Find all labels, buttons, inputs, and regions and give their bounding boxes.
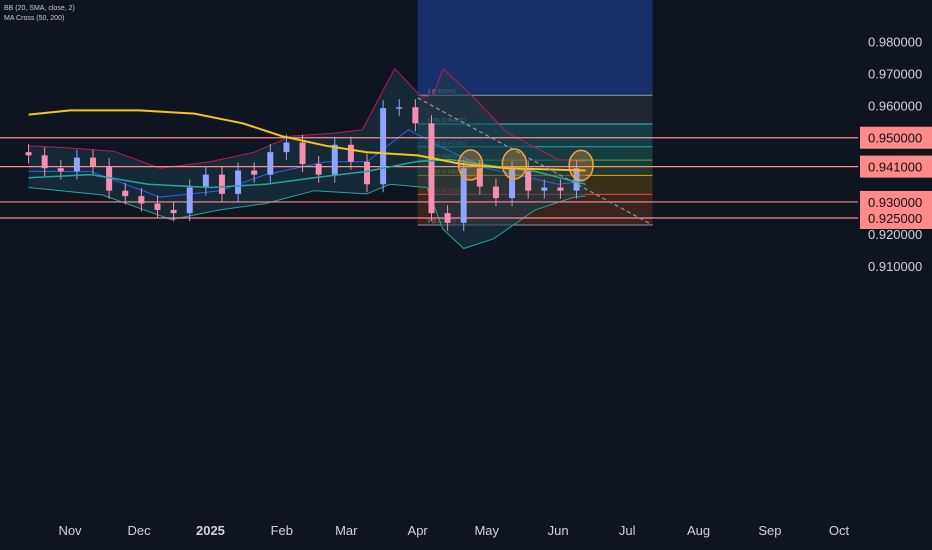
x-tick-label: 2025 [196,523,225,538]
bollinger-band-fill [28,68,586,249]
x-tick-label: Aug [687,523,710,538]
candle-body [25,152,32,156]
candle-body [41,155,48,169]
x-tick-label: Apr [408,523,429,538]
price-level-badge-label: 0.950000 [868,131,922,146]
candle-body [154,203,161,210]
x-tick-label: Jun [548,523,569,538]
candle-body [509,169,516,199]
candle-body [186,187,193,214]
bb-indicator-label: BB (20, SMA, close, 2) [4,5,75,12]
candle-body [428,123,435,214]
price-level-badge-label: 0.930000 [868,195,922,210]
resistance-touch-circle [457,149,484,181]
candle-body [170,209,177,214]
x-tick-label: Jul [619,523,636,538]
x-tick-label: Sep [758,523,781,538]
bb-upper-line [28,67,586,169]
candle-body [525,169,532,191]
candle-body [557,187,564,191]
candle-body [218,174,225,194]
candle-body [396,107,403,109]
candle-body [347,144,354,162]
candle-body [251,170,258,175]
price-level-badge-label: 0.925000 [868,211,922,226]
candle-body [73,157,80,172]
y-tick-label: 0.960000 [868,99,922,114]
price-level-badge [860,206,932,229]
resistance-touch-circle [568,149,594,182]
candle-body [57,168,64,172]
bb-basis-line [28,129,586,198]
ma200-line [28,109,586,172]
bb-lower-line [28,183,586,250]
projection-zone [417,0,653,96]
y-tick-label: 0.970000 [868,67,922,82]
price-level-badge [860,126,932,149]
price-level-badge-label: 0.941000 [868,160,922,175]
x-tick-label: Feb [271,523,293,538]
candle-body [283,142,290,153]
indicator-legend: BB (20, SMA, close, 2) MA Cross (50, 200… [4,4,75,24]
candle-body [202,174,209,188]
candle-body [364,161,371,185]
candle-body [460,168,467,223]
y-tick-label: 0.910000 [868,259,922,274]
ma-cross-indicator-label: MA Cross (50, 200) [4,15,65,22]
x-tick-label: Dec [128,523,152,538]
candle-body [412,107,419,124]
candle-body [235,170,242,194]
resistance-touch-circle [501,148,528,180]
candle-body [299,142,306,165]
price-level-badge [860,155,932,178]
candle-body [541,187,548,191]
candle-body [138,196,145,204]
candle-body [380,108,387,185]
candle-body [331,144,338,175]
x-tick-label: Nov [58,523,82,538]
x-tick-label: May [474,523,499,538]
candle-body [122,190,129,197]
x-tick-label: Oct [829,523,850,538]
candle-body [90,157,97,166]
y-tick-label: 0.920000 [868,227,922,242]
x-tick-label: Mar [335,523,358,538]
y-tick-label: 0.980000 [868,34,922,49]
candle-body [476,168,483,187]
candle-body [444,213,451,223]
candle-body [492,186,499,199]
candle-body [267,152,274,175]
candle-body [315,164,322,175]
trendline [417,97,653,226]
